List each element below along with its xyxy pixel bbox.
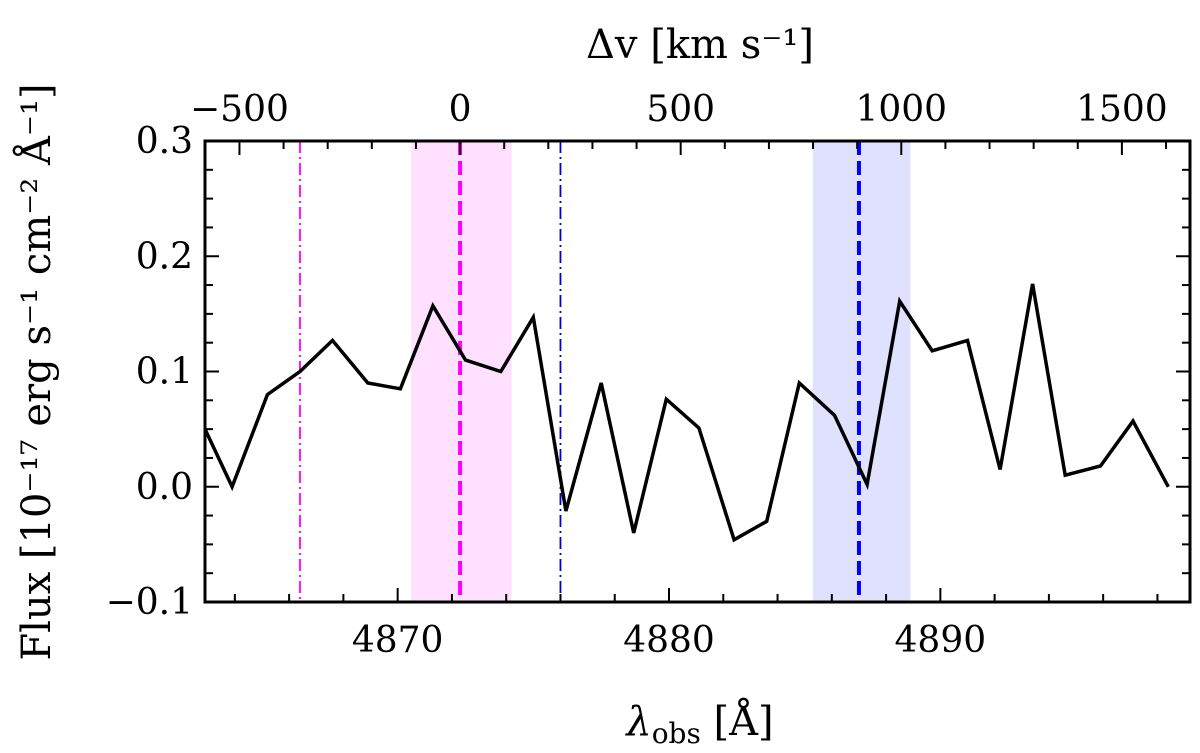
y-tick-label: −0.1 [106,582,193,623]
y-tick-label: 0.1 [136,352,193,393]
y-tick-labels: −0.1 0.0 0.1 0.2 0.3 [106,121,193,623]
x-axis-label-sub: obs [652,717,701,750]
top-tick-label: 500 [646,89,715,130]
x-axis-label-unit: [Å] [701,698,774,745]
top-tick-label: 1500 [1076,89,1168,130]
axis-ticks [205,140,1190,603]
y-tick-label: 0.3 [136,121,193,162]
y-axis-label: Flux [10⁻¹⁷ erg s⁻¹ cm⁻² Å⁻¹] [13,83,60,660]
reference-lines [299,141,861,602]
x-axis-label: λobs [Å] [624,698,773,750]
x-axis-label-main: λ [624,699,651,745]
plot-frame [203,139,1192,604]
top-tick-label: −500 [190,89,289,130]
y-tick-label: 0.0 [136,467,193,508]
spectrum-series-line [203,283,1170,543]
top-tick-label: 1000 [855,89,947,130]
y-tick-label: 0.2 [136,236,193,277]
x-tick-label: 4870 [352,620,444,661]
top-axis-label: Δv [km s⁻¹] [586,22,814,68]
x-tick-label: 4880 [623,620,715,661]
top-tick-labels: −500 0 500 1000 1500 [190,89,1168,130]
x-tick-label: 4890 [895,620,987,661]
shaded-bands [411,141,911,602]
blue-band [812,141,911,602]
top-tick-label: 0 [449,89,472,130]
x-tick-labels: 4870 4880 4890 [352,620,986,661]
